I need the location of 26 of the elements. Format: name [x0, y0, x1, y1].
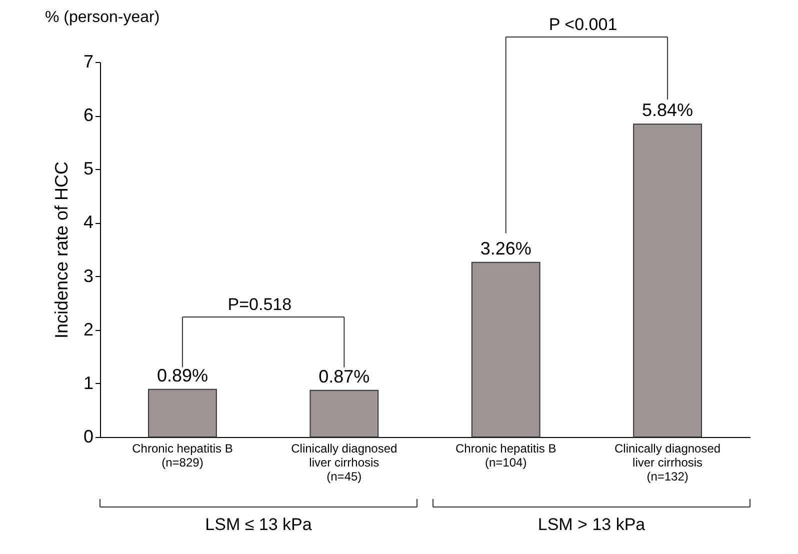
data-label: 3.26%	[480, 238, 532, 258]
x-tick-label: Clinically diagnosed liver cirrhosis (n=132)	[614, 442, 721, 484]
data-label: 0.89%	[156, 365, 208, 386]
y-tick-label: 0	[83, 426, 94, 446]
bar	[633, 124, 702, 438]
y-tick-label: 7	[83, 52, 94, 72]
y-tick-label: 5	[83, 158, 94, 179]
x-tick-label: Chronic hepatitis B (n=829)	[132, 442, 233, 470]
data-label: 0.87%	[318, 366, 370, 386]
text: % (person-year)	[45, 9, 160, 26]
text: LSM ≤ 13 kPa	[205, 515, 312, 534]
x-tick-label: Clinically diagnosed liver cirrhosis (n=45)	[291, 442, 398, 484]
x-tick-label: Chronic hepatitis B (n=104)	[455, 442, 556, 470]
bar	[310, 390, 379, 438]
text: P <0.001	[548, 15, 618, 34]
y-tick-label: 1	[83, 372, 94, 393]
annotation: P=0.518	[228, 295, 292, 314]
y-tick-label: 3	[83, 266, 94, 286]
bar	[471, 262, 540, 438]
y-tick-label: 2	[83, 319, 94, 340]
y-tick-label: 6	[83, 105, 94, 126]
text: LSM > 13 kPa	[538, 515, 646, 534]
bar	[148, 388, 217, 438]
y-axis-title: Incidence rate of HCC	[51, 161, 72, 339]
data-label: 5.84%	[642, 100, 694, 120]
y-tick-label: 4	[83, 212, 94, 232]
